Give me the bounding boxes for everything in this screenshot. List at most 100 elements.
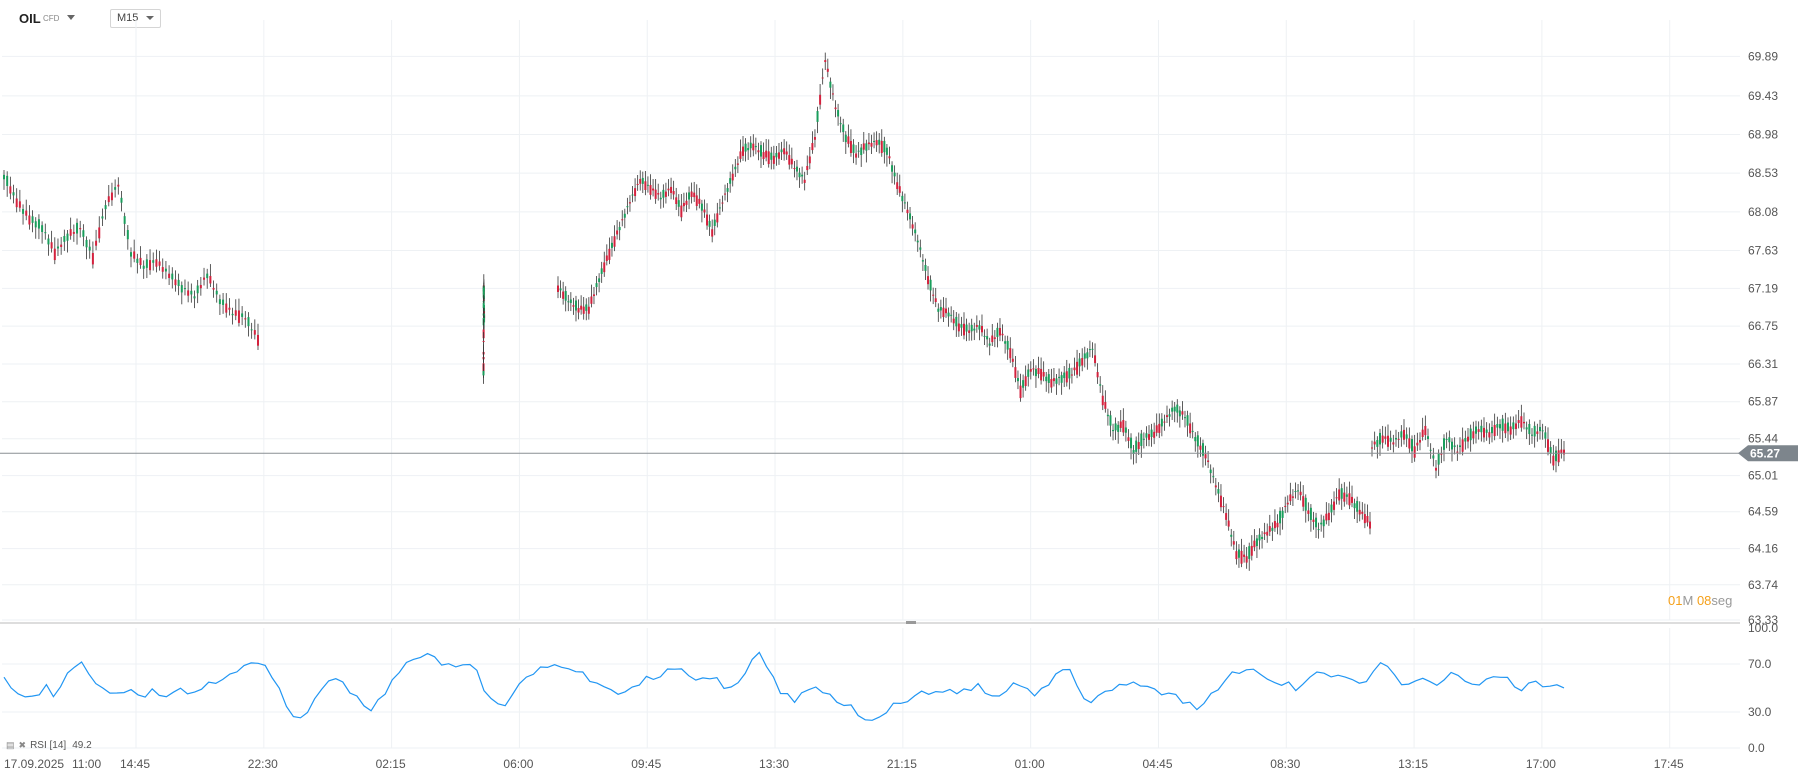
candle-body [1227, 520, 1230, 527]
candle-body [652, 188, 655, 191]
candle-body [1437, 453, 1440, 465]
candle-body [209, 275, 212, 284]
candle-body [31, 216, 34, 223]
candle-body [1389, 437, 1392, 442]
candle-body [559, 288, 562, 291]
candle-body [742, 146, 745, 156]
candle-body [1416, 442, 1419, 446]
candle-body [1421, 429, 1424, 437]
close-icon[interactable]: ✖ [18, 740, 27, 750]
timeframe-label: M15 [117, 12, 139, 24]
settings-icon[interactable]: ▤ [6, 740, 15, 750]
candle-body [47, 238, 50, 245]
candle-body [878, 139, 881, 145]
candle-body [595, 283, 598, 288]
candle-body [244, 318, 247, 320]
candle-body [1361, 511, 1364, 514]
candle-body [983, 335, 986, 337]
candle-body [901, 195, 904, 202]
candle-body [806, 165, 809, 171]
x-tick-label: 09:45 [631, 757, 661, 771]
candle-body [641, 177, 644, 184]
rsi-name: RSI [30, 740, 47, 751]
candle-body [1291, 496, 1294, 498]
candle-body [1395, 437, 1397, 440]
candle-body [875, 140, 878, 146]
candle-body [142, 265, 145, 269]
candle-body [1345, 494, 1348, 497]
candle-body [180, 285, 183, 293]
candle-body [775, 152, 778, 158]
candle-body [1477, 429, 1480, 432]
candle-body [1119, 421, 1122, 428]
candle-body [793, 168, 796, 170]
candle-body [107, 196, 110, 203]
candle-body [780, 149, 783, 153]
candle-body [960, 324, 963, 328]
candle-body [670, 186, 673, 193]
candle-body [752, 143, 755, 151]
candle-body [1055, 378, 1058, 384]
candle-body [644, 181, 647, 190]
candle-body [168, 273, 171, 279]
candle-body [1340, 488, 1343, 499]
candle-body [996, 327, 999, 337]
rsi-line [3, 651, 1565, 721]
candle-body [85, 239, 88, 248]
candle-body [155, 259, 158, 267]
candle-body [1353, 503, 1356, 509]
candle-body [1196, 435, 1199, 447]
candle-body [1475, 426, 1477, 434]
candle-body [744, 143, 747, 152]
candle-body [942, 307, 945, 318]
instrument-dropdown-icon[interactable] [67, 15, 75, 20]
candle-body [1515, 423, 1517, 430]
candle-body [206, 273, 209, 279]
candle-body [1163, 421, 1166, 423]
candle-body [222, 299, 225, 305]
candle-body [1158, 423, 1161, 433]
candle-body [1320, 522, 1323, 525]
candle-body [1379, 432, 1381, 445]
y-tick-label: 67.63 [1748, 244, 1778, 258]
candle-body [729, 178, 732, 184]
candle-body [1413, 446, 1416, 458]
panel-resize-handle [906, 621, 916, 624]
candle-body [1322, 519, 1325, 527]
candle-body [1117, 424, 1120, 432]
candle-body [975, 324, 978, 327]
candle-body [177, 279, 180, 287]
candle-body [9, 186, 12, 194]
candle-body [1194, 437, 1197, 442]
candle-body [482, 370, 485, 376]
candle-body [557, 285, 559, 292]
candle-body [919, 247, 922, 250]
candle-body [978, 325, 981, 330]
candle-body [1153, 431, 1156, 438]
candle-body [577, 307, 580, 313]
candle-body [1009, 348, 1012, 359]
candle-body [139, 257, 142, 266]
candle-body [860, 147, 863, 156]
candle-body [970, 324, 973, 332]
candle-body [921, 260, 924, 262]
axes: 69.89 69.43 68.98 68.53 68.08 67.63 67.19 66.75… [0, 49, 1798, 771]
instrument-symbol[interactable]: OIL [19, 11, 41, 26]
candle-body [801, 174, 804, 177]
x-tick-label: 22:30 [248, 757, 278, 771]
candle-body [762, 152, 765, 160]
candle-body [1493, 424, 1496, 437]
candle-body [657, 193, 660, 195]
candle-body [739, 151, 742, 159]
candle-body [231, 313, 234, 316]
candle-body [865, 143, 868, 151]
x-tick-label: 06:00 [503, 757, 533, 771]
candle-body [608, 248, 611, 260]
candle-body [215, 290, 218, 295]
candle-body [1456, 451, 1459, 453]
candle-body [1491, 427, 1493, 434]
candle-body [60, 244, 63, 247]
candle-body [101, 216, 104, 219]
candle-body [906, 209, 909, 214]
